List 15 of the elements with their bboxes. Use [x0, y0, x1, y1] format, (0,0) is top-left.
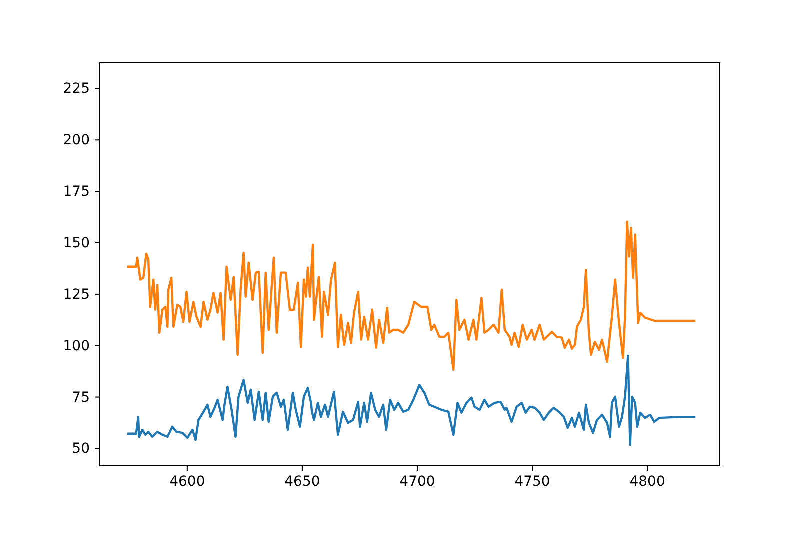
line-series	[126, 354, 697, 446]
x-tick-label: 4800	[630, 474, 666, 490]
y-tick-label: 75	[72, 390, 90, 406]
x-tick-label: 4750	[514, 474, 550, 490]
line-series	[126, 220, 697, 372]
y-tick-label: 225	[63, 81, 90, 98]
y-tick-label: 125	[63, 286, 90, 303]
y-tick-label: 150	[63, 235, 90, 252]
x-tick-label: 4650	[284, 474, 320, 490]
y-tick-label: 200	[63, 132, 90, 149]
x-tick-label: 4700	[400, 474, 436, 490]
x-tick-label: 4600	[170, 474, 206, 490]
y-tick-label: 100	[63, 338, 90, 354]
y-tick-label: 50	[72, 441, 90, 458]
y-tick-label: 175	[63, 184, 90, 200]
